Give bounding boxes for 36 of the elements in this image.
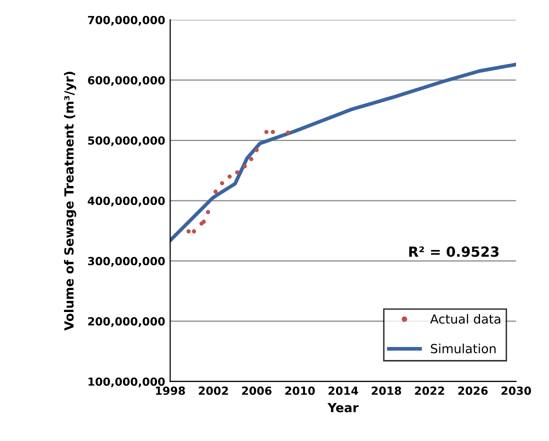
x-tick-label: 2026 — [458, 386, 488, 395]
y-tick-label: 700,000,000 — [88, 16, 165, 26]
line-series — [170, 62, 516, 242]
x-tick-label: 2022 — [415, 386, 444, 395]
point — [242, 164, 247, 168]
point — [228, 174, 232, 179]
annotation: R² = 0.9523 — [409, 246, 499, 257]
point — [249, 156, 254, 162]
point — [186, 229, 191, 234]
x-tick-label: 2006 — [242, 386, 272, 395]
point — [220, 181, 224, 186]
x-tick-label: 2010 — [285, 386, 315, 395]
x-tick-label: 1998 — [156, 386, 185, 395]
x-axis-title: Year — [328, 403, 359, 412]
y-tick-label: 500,000,000 — [88, 136, 165, 146]
x-tick-label: 2030 — [501, 386, 531, 395]
y-tick-label: 600,000,000 — [88, 76, 165, 86]
y-axis-title: Volume of Sewage Treatment (m³/yr) — [64, 72, 76, 331]
point — [270, 130, 275, 134]
y-tick-label: 400,000,000 — [88, 196, 165, 206]
x-tick-label: 2002 — [198, 386, 228, 395]
legend-label: Simulation — [430, 344, 496, 354]
y-tick-label: 200,000,000 — [88, 317, 165, 327]
point — [235, 170, 240, 174]
point — [202, 220, 206, 224]
point — [214, 190, 218, 194]
point — [254, 148, 259, 152]
point — [264, 130, 268, 134]
y-tick-label: 300,000,000 — [88, 256, 165, 267]
x-tick-label: 2018 — [372, 386, 402, 395]
y-tick-label: 100,000,000 — [88, 377, 165, 388]
x-tick-label: 2014 — [328, 386, 358, 395]
point — [192, 229, 196, 234]
point — [206, 210, 210, 214]
legend-label: Actual data — [430, 314, 500, 324]
point — [286, 130, 290, 135]
